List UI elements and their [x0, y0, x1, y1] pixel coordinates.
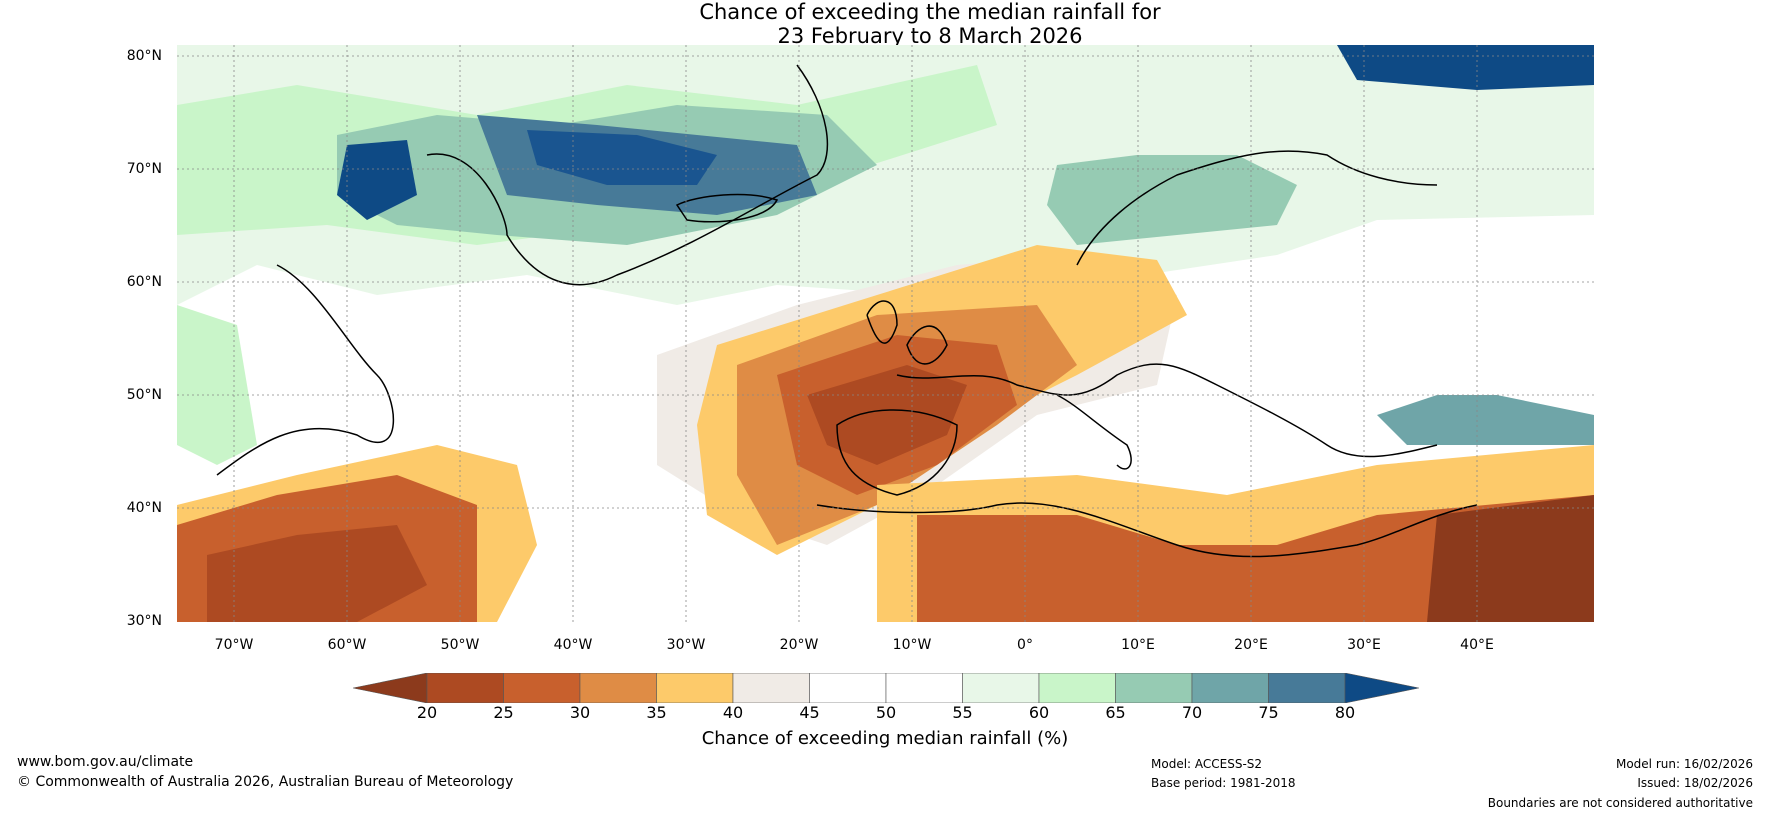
- lon-label-20w: 20°W: [779, 637, 819, 653]
- lat-label-30n: 30°N: [126, 613, 162, 629]
- model-run-text: Model run: 16/02/2026: [1615, 757, 1753, 771]
- colorbar-segment: [579, 673, 657, 703]
- issued-text: Issued: 18/02/2026: [1637, 776, 1753, 790]
- region-darkblue-davis: [337, 140, 417, 220]
- model-text: Model: ACCESS-S2: [1151, 757, 1263, 771]
- lon-label-40e: 40°E: [1460, 637, 1494, 653]
- region-green-west: [177, 305, 257, 465]
- lon-label-10e: 10°E: [1121, 637, 1155, 653]
- graticule: [177, 45, 1594, 622]
- region-brown-north-africa: [917, 495, 1594, 622]
- region-teal-blacksea: [1377, 395, 1594, 445]
- colorbar-extend-high: [1344, 673, 1419, 703]
- greenland-coast: [426, 64, 829, 286]
- colorbar-segment: [962, 673, 1040, 703]
- colorbar-extend-low: [353, 673, 428, 703]
- colorbar-tick-label: 75: [1258, 703, 1279, 722]
- website-text: www.bom.gov.au/climate: [17, 754, 194, 770]
- lon-label-10w: 10°W: [892, 637, 932, 653]
- copyright-text: © Commonwealth of Australia 2026, Austra…: [17, 774, 514, 790]
- iberia-coast: [836, 409, 958, 496]
- lon-label-20e: 20°E: [1234, 637, 1268, 653]
- colorbar-segment: [1038, 673, 1116, 703]
- colorbar-tick-label: 65: [1105, 703, 1126, 722]
- lon-label-50w: 50°W: [440, 637, 480, 653]
- europe-coast: [896, 363, 1438, 458]
- colorbar-segment: [809, 673, 887, 703]
- colorbar-tick-label: 70: [1181, 703, 1203, 722]
- colorbar-tick-label: 40: [722, 703, 744, 722]
- lat-label-70n: 70°N: [126, 161, 162, 177]
- region-darkbrown-west-atlantic: [207, 525, 427, 622]
- coastlines: [216, 64, 1478, 558]
- colorbar: [353, 673, 1419, 703]
- lon-label-70w: 70°W: [214, 637, 254, 653]
- scandinavia-coast: [1076, 150, 1438, 266]
- disclaimer-text: Boundaries are not considered authoritat…: [1487, 796, 1753, 810]
- lat-label-40n: 40°N: [126, 500, 162, 516]
- region-darkbrown-iberia: [807, 365, 967, 465]
- colorbar-tick-label: 30: [569, 703, 591, 722]
- rainfall-map: [177, 45, 1594, 622]
- colorbar-tick-label: 25: [493, 703, 514, 722]
- uk-coast: [866, 300, 948, 365]
- colorbar-tick-label: 55: [952, 703, 973, 722]
- region-darkblue-greenland: [527, 130, 717, 185]
- lat-label-50n: 50°N: [126, 387, 162, 403]
- colorbar-segment: [1191, 673, 1269, 703]
- lat-label-60n: 60°N: [126, 274, 162, 290]
- colorbar-label: Chance of exceeding median rainfall (%): [701, 728, 1069, 749]
- colorbar-tick-label: 20: [416, 703, 438, 722]
- region-darkbrown-east: [1427, 495, 1594, 622]
- map-title: Chance of exceeding the median rainfall …: [0, 0, 1770, 48]
- lon-label-30w: 30°W: [666, 637, 706, 653]
- lon-label-60w: 60°W: [327, 637, 367, 653]
- colorbar-segment: [503, 673, 581, 703]
- colorbar-segment: [656, 673, 734, 703]
- colorbar-tick-label: 35: [646, 703, 667, 722]
- africa-coast: [816, 502, 1478, 558]
- colorbar-tick-label: 80: [1334, 703, 1356, 722]
- colorbar-tick-label: 45: [799, 703, 820, 722]
- labrador-coast: [216, 264, 395, 476]
- lon-label-40w: 40°W: [553, 637, 593, 653]
- iceland-coast: [675, 193, 779, 223]
- colorbar-segments: [353, 673, 1419, 703]
- colorbar-tick-label: 50: [875, 703, 897, 722]
- colorbar-segment: [1115, 673, 1193, 703]
- base-period-text: Base period: 1981-2018: [1151, 776, 1296, 790]
- colorbar-segment: [1268, 673, 1346, 703]
- map-canvas: [177, 45, 1594, 622]
- italy-coast: [1056, 394, 1132, 470]
- lon-label-30e: 30°E: [1347, 637, 1381, 653]
- colorbar-segment: [885, 673, 963, 703]
- title-line-1: Chance of exceeding the median rainfall …: [699, 0, 1161, 24]
- colorbar-tick-label: 60: [1028, 703, 1050, 722]
- title-line-2: 23 February to 8 March 2026: [777, 24, 1083, 48]
- colorbar-segment: [732, 673, 810, 703]
- region-blue-barents: [1337, 45, 1594, 90]
- lat-label-80n: 80°N: [126, 48, 162, 64]
- colorbar-segment: [426, 673, 504, 703]
- lon-label-0: 0°: [1017, 637, 1033, 653]
